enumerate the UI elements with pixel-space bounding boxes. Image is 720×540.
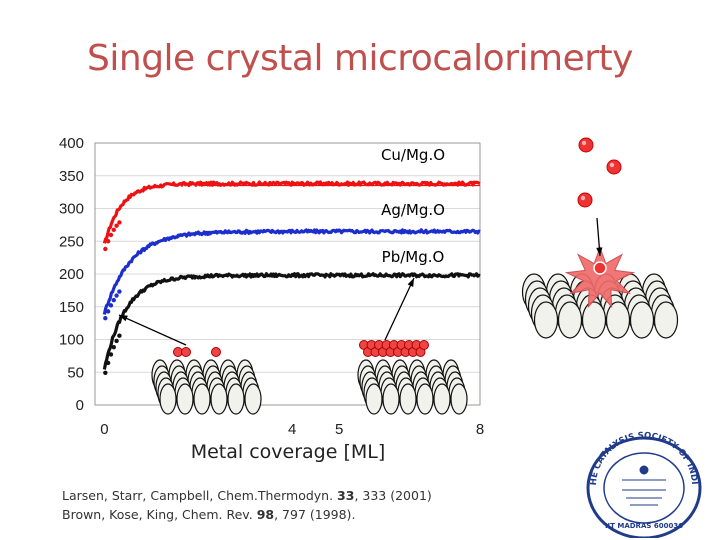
impacting-atom [593,261,607,275]
y-tick-label: 200 [59,266,84,283]
substrate-atom [581,301,607,339]
y-tick-label: 400 [59,135,84,152]
substrate-atom [653,301,679,339]
y-tick-label: 100 [59,332,84,349]
impact-star [564,245,636,309]
adsorbed-atom [211,347,221,357]
substrate-block-right [521,273,679,339]
substrate-atom [210,383,228,415]
references: Larsen, Starr, Campbell, Chem.Thermodyn.… [62,486,432,524]
substrate-atom [399,383,417,415]
substrate-atom [450,383,468,415]
data-point [117,333,122,338]
y-tick-label: 250 [59,233,84,250]
gas-phase-atom [577,192,593,208]
series-line [102,272,481,370]
series-line [102,228,481,315]
gas-atom-highlight [581,140,587,146]
arrow-impact-head [596,247,603,256]
plot-frame [94,142,481,406]
data-point [103,246,108,252]
data-point [108,352,114,357]
logo-inner-ring [603,452,685,524]
substrate-block-left [151,359,262,415]
y-tick-label: 350 [59,168,84,185]
data-point [114,223,119,228]
substrate-atom [159,383,177,415]
arrow-high-coverage [384,277,415,341]
y-tick-label: 150 [59,299,84,316]
data-point [117,220,122,225]
arrow-low-coverage [118,314,187,346]
y-tick-label: 0 [76,397,84,414]
data-point [105,360,111,366]
x-tick-label: 8 [476,421,484,438]
adsorbed-atom [181,347,191,357]
data-point [111,227,116,232]
data-point [111,344,116,350]
substrate-atom [365,383,383,415]
series-label: Pb/Mg.O [382,248,445,266]
x-tick-label: 4 [288,421,296,438]
data-point [105,309,111,314]
series-label: Ag/Mg.O [381,201,445,219]
series-label: Cu/Mg.O [381,146,445,164]
substrate-atom [433,383,451,415]
substrate-atom [176,383,194,415]
y-tick-label: 50 [67,364,84,381]
substrate-atom [227,383,245,415]
data-point [103,370,108,375]
data-point [114,338,119,344]
substrate-block-middle [357,359,468,415]
data-point [117,289,122,294]
reference-2: Brown, Kose, King, Chem. Rev. 98, 797 (1… [62,507,356,522]
data-point [108,303,114,308]
data-point [111,297,116,303]
data-point [108,232,114,238]
catalysis-society-logo: THE CATALYSIS SOCIETY OF INDIA IIT MADRA… [574,428,702,538]
substrate-atom [533,301,559,339]
slide-title: Single crystal microcalorimerty [87,38,633,79]
substrate-atom [605,301,631,339]
logo-bottom-text: IIT MADRAS 600036 [605,522,683,530]
gas-phase-atom [578,137,594,153]
data-point [103,316,108,321]
substrate-atom [382,383,400,415]
x-tick-label: 0 [100,421,108,438]
logo-seal-emblem [622,465,666,506]
substrate-atom [416,383,434,415]
data-point [105,239,111,244]
substrate-atom [193,383,211,415]
reference-1: Larsen, Starr, Campbell, Chem.Thermodyn.… [62,488,432,503]
arrow-low-coverage-head [119,315,128,322]
adsorbed-atom [419,340,429,350]
series-line [102,180,481,244]
arrow-high-coverage-head [407,278,414,287]
substrate-atom [629,301,655,339]
gas-phase-atom [606,159,622,175]
data-point [114,293,119,298]
substrate-atom [557,301,583,339]
gas-atom-highlight [609,162,615,168]
y-tick-label: 300 [59,201,84,218]
x-tick-label: 5 [335,421,343,438]
substrate-atom [244,383,262,415]
x-axis-label: Metal coverage [ML] [191,441,386,463]
gas-atom-highlight [580,195,586,201]
